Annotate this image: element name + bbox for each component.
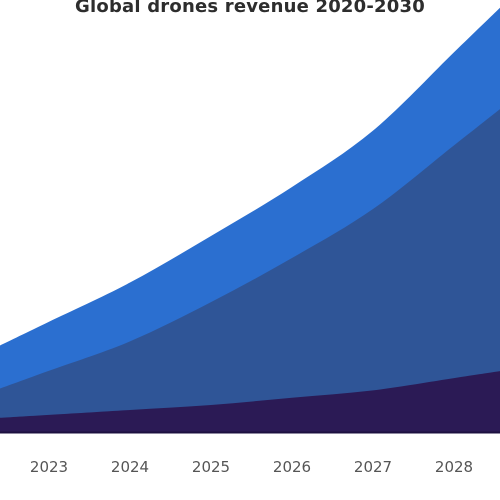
series-layer bbox=[0, 7, 500, 433]
x-tick-label: 2028 bbox=[435, 458, 473, 476]
chart-title: Global drones revenue 2020-2030 bbox=[75, 0, 425, 17]
x-tick-label: 2027 bbox=[354, 458, 392, 476]
x-tick-label: 2025 bbox=[192, 458, 230, 476]
x-tick-label: 2023 bbox=[30, 458, 68, 476]
x-tick-label: 2026 bbox=[273, 458, 311, 476]
x-tick-label: 2024 bbox=[111, 458, 149, 476]
area-series-1 bbox=[0, 371, 500, 432]
area-series-2 bbox=[0, 109, 500, 433]
x-axis: 2023 2024 2025 2026 2027 2028 bbox=[0, 431, 500, 476]
